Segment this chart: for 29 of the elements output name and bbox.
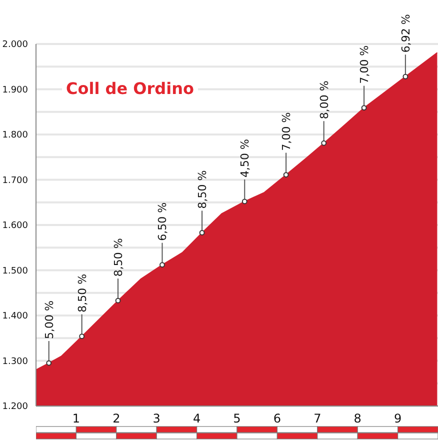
annotation: 7,00 %: [358, 45, 372, 84]
x-tick-label: 3: [152, 412, 160, 426]
y-tick-label: 1.400: [2, 312, 28, 322]
y-tick-label: 1.200: [2, 402, 28, 412]
y-tick-label: 1.500: [2, 266, 28, 276]
x-tick-label: 9: [394, 412, 402, 426]
x-tick-label: 1: [72, 412, 80, 426]
annotation: 8,50 %: [112, 238, 126, 277]
text: Coll de Ordino: [62, 78, 198, 99]
annotation: 5,00 %: [42, 300, 56, 340]
annotation: 8,50 %: [76, 274, 89, 312]
y-tick-label: 2.000: [2, 40, 28, 50]
x-tick-label: 7: [314, 412, 322, 426]
x-tick-label: 5: [233, 412, 241, 426]
y-tick-label: 1.700: [2, 176, 28, 186]
annotation: 7,00 %: [280, 112, 294, 151]
y-tick-label: 1.900: [2, 85, 28, 96]
annotation: 4,50 %: [238, 139, 252, 178]
y-tick-label: 1.600: [2, 221, 28, 232]
x-tick-label: 2: [112, 412, 120, 426]
y-tick-label: 1.300: [2, 356, 28, 367]
x-tick-label: 6: [273, 412, 282, 426]
y-tick-label: 1.800: [2, 130, 28, 141]
annotation: 6,92 %: [399, 14, 412, 53]
x-tick-label: 8: [354, 412, 362, 426]
annotation: 8,50 %: [196, 170, 210, 209]
annotation: 8,00 %: [318, 80, 331, 120]
annotation: 6,50 %: [156, 202, 170, 241]
x-tick-label: 4: [192, 412, 201, 426]
